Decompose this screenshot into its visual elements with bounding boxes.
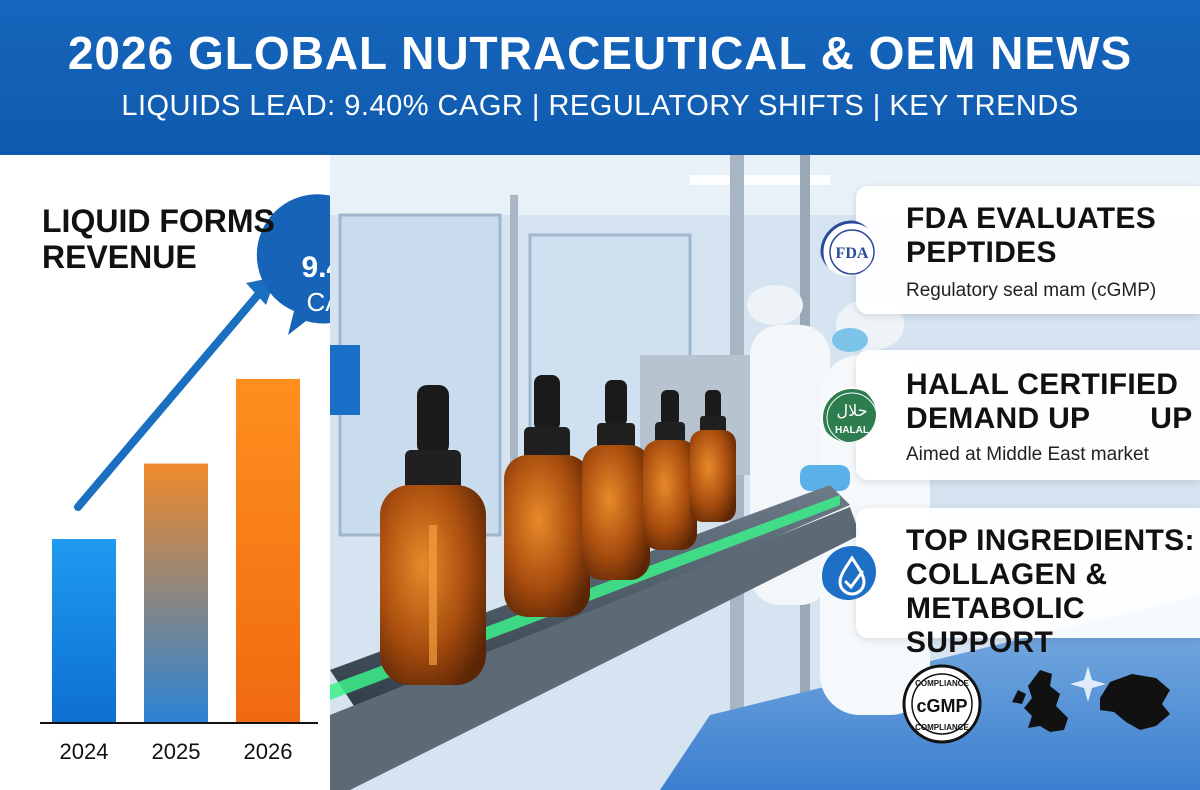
amber-dropper-bottles xyxy=(380,375,736,685)
revenue-chart: 2024 2025 2026 9.40% CAGR xyxy=(40,194,330,764)
svg-text:cGMP: cGMP xyxy=(916,696,967,716)
svg-text:HALAL: HALAL xyxy=(835,425,869,436)
chart-title: LIQUID FORMS REVENUE xyxy=(42,203,275,275)
x-tick-label-2024: 2024 xyxy=(60,739,109,764)
card-subtitle: Aimed at Middle East market xyxy=(906,444,1149,465)
halal-badge-icon: حلال HALAL xyxy=(821,387,876,442)
x-tick-label-2025: 2025 xyxy=(152,739,201,764)
svg-text:حلال: حلال xyxy=(836,401,867,420)
card-title-line1: HALAL CERTIFIED xyxy=(906,368,1179,401)
svg-text:COMPLIANCE: COMPLIANCE xyxy=(915,679,969,688)
page-title: 2026 GLOBAL NUTRACEUTICAL & OEM NEWS xyxy=(67,27,1133,79)
card-subtitle: Regulatory seal mam (cGMP) xyxy=(906,280,1157,301)
card-title-line2: PEPTIDES xyxy=(906,236,1057,269)
news-card-halal[interactable]: حلال HALAL HALAL CERTIFIED DEMAND UP UP … xyxy=(821,350,1200,480)
sparkle-icon xyxy=(1070,666,1106,702)
fda-seal-icon: FDA xyxy=(820,220,876,276)
uk-map-icon xyxy=(1012,670,1068,732)
trend-arrow-line xyxy=(74,286,266,511)
card-title-line1: FDA EVALUATES xyxy=(906,202,1157,235)
footer-icons: COMPLIANCE cGMP COMPLIANCE xyxy=(900,660,1200,770)
revenue-chart-panel: 2024 2025 2026 9.40% CAGR LIQUID FORMS REV… xyxy=(0,155,330,790)
x-tick-label-2026: 2026 xyxy=(244,739,293,764)
card-title-line1: TOP INGREDIENTS: xyxy=(906,524,1195,557)
middle-east-map-icon xyxy=(1100,674,1170,730)
cagr-callout: 9.40% CAGR xyxy=(256,194,330,335)
header-banner: 2026 GLOBAL NUTRACEUTICAL & OEM NEWS LIQ… xyxy=(0,0,1200,155)
cgmp-seal-icon: COMPLIANCE cGMP COMPLIANCE xyxy=(902,664,982,744)
svg-text:COMPLIANCE: COMPLIANCE xyxy=(915,723,969,732)
bar-2026 xyxy=(236,378,300,723)
bar-2025 xyxy=(144,463,208,723)
card-title-line3: METABOLIC SUPPORT xyxy=(906,592,1085,659)
card-title-line2: COLLAGEN & xyxy=(906,558,1108,591)
page-subtitle: LIQUIDS LEAD: 9.40% CAGR | REGULATORY SH… xyxy=(121,90,1079,122)
cagr-value: 9.40% xyxy=(301,251,330,284)
news-card-fda[interactable]: FDA FDA EVALUATES PEPTIDES Regulatory se… xyxy=(820,186,1200,314)
card-title-line2: DEMAND UP UP xyxy=(906,402,1193,435)
svg-text:FDA: FDA xyxy=(836,245,869,262)
news-card-ingredients[interactable]: TOP INGREDIENTS: COLLAGEN & METABOLIC SU… xyxy=(822,508,1200,659)
cagr-label: CAGR xyxy=(306,287,330,317)
bar-2024 xyxy=(52,539,116,723)
droplet-check-icon xyxy=(822,546,876,600)
